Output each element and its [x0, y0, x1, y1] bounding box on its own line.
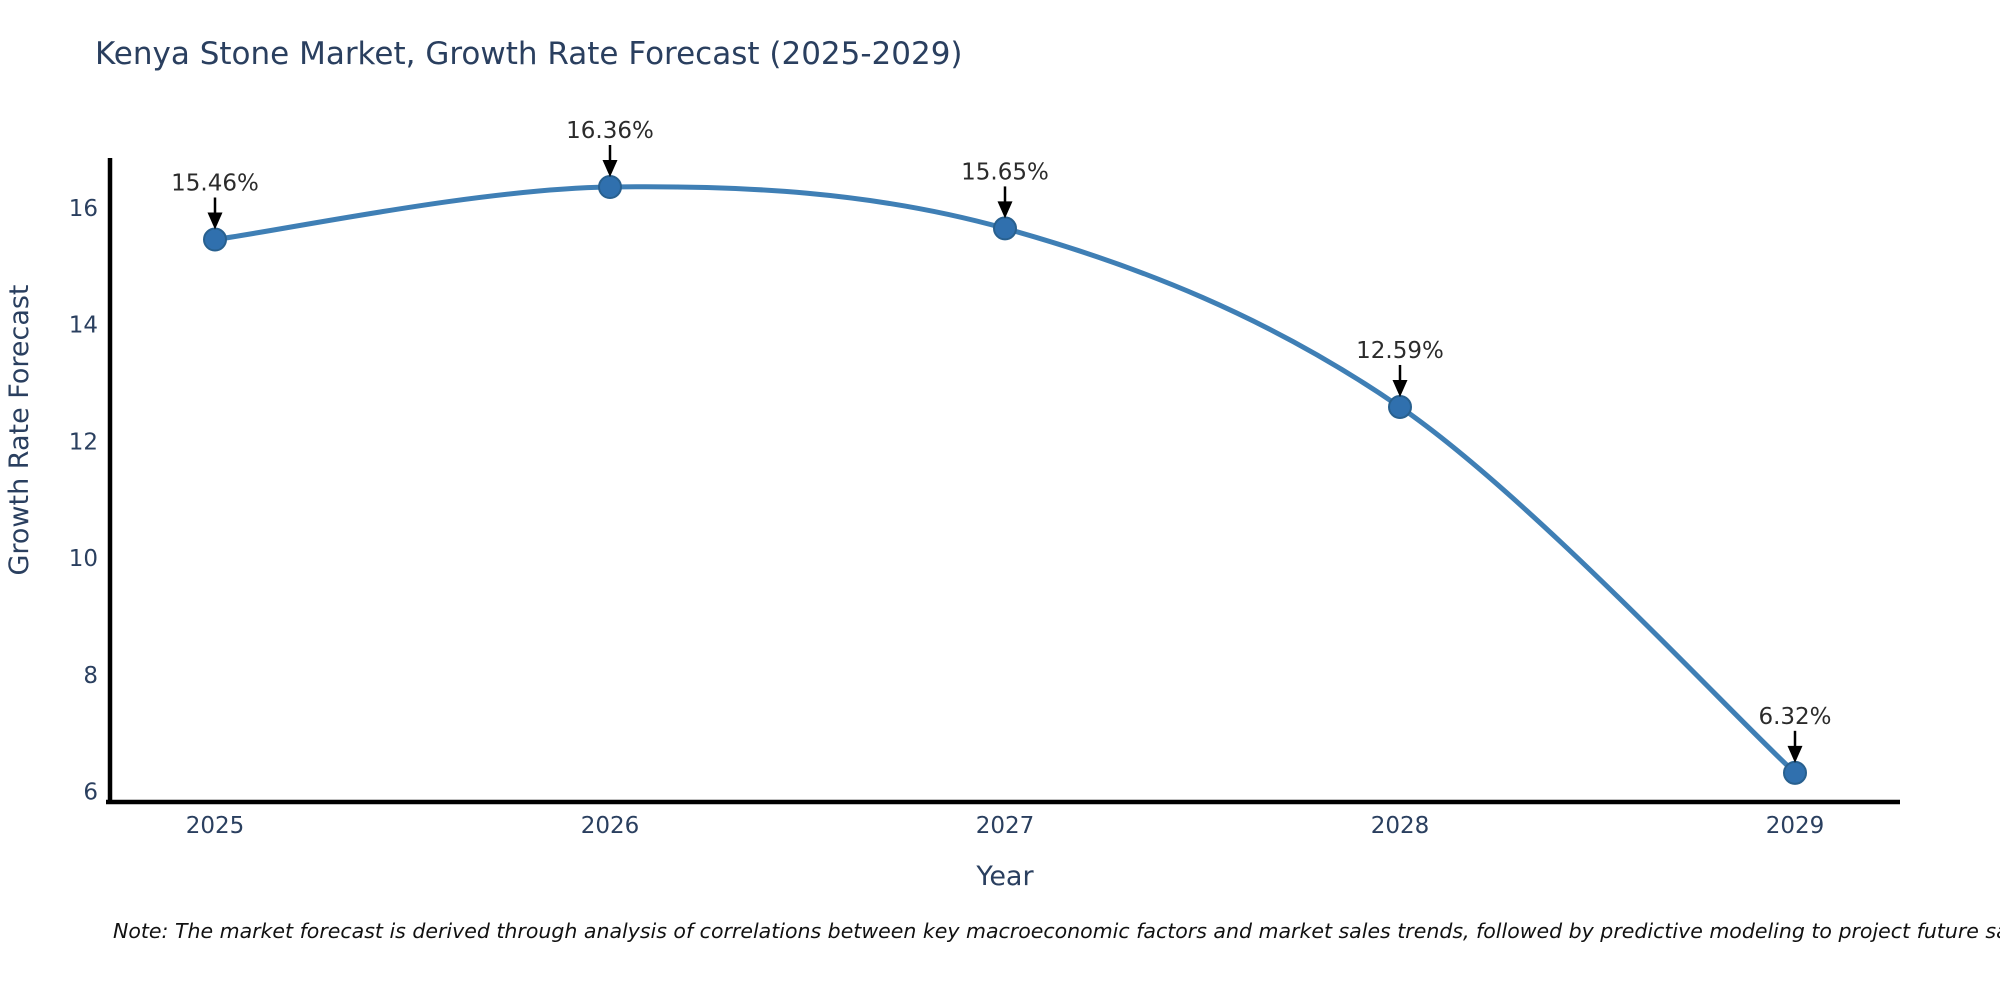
- data-point-markers: [203, 174, 1807, 785]
- x-tick-label: 2029: [1766, 813, 1825, 839]
- x-tick-labels: 2025 2026 2027 2028 2029: [186, 813, 1825, 839]
- annotation-arrowhead-icon: [1787, 745, 1803, 763]
- x-tick-label: 2026: [581, 813, 640, 839]
- data-point-marker: [993, 216, 1017, 241]
- point-annotation-label: 16.36%: [566, 118, 654, 144]
- y-axis-title: Growth Rate Forecast: [4, 284, 35, 575]
- annotation-arrowhead-icon: [207, 212, 223, 230]
- y-tick-label: 6: [83, 780, 98, 806]
- point-annotation-label: 12.59%: [1356, 338, 1444, 364]
- y-tick-label: 12: [69, 429, 98, 455]
- annotation-arrowhead-icon: [1392, 379, 1408, 397]
- point-annotation-label: 15.65%: [961, 159, 1049, 185]
- data-point-marker: [1388, 394, 1412, 419]
- x-tick-label: 2027: [976, 813, 1035, 839]
- data-point-marker: [598, 174, 622, 199]
- annotation-arrowhead-icon: [997, 201, 1013, 219]
- x-axis-title: Year: [975, 861, 1034, 892]
- point-annotation-label: 15.46%: [171, 171, 259, 197]
- y-tick-labels: 16 14 12 10 8 6: [69, 196, 98, 806]
- y-tick-label: 16: [69, 196, 98, 222]
- point-annotation-label: 6.32%: [1758, 704, 1831, 730]
- y-tick-label: 14: [69, 313, 98, 339]
- x-tick-label: 2025: [186, 813, 245, 839]
- footnote: Note: The market forecast is derived thr…: [113, 919, 2000, 943]
- x-tick-label: 2028: [1371, 813, 1430, 839]
- forecast-line: [212, 184, 1798, 776]
- data-point-marker: [1783, 760, 1807, 785]
- annotation-arrowhead-icon: [602, 159, 618, 177]
- data-point-marker: [203, 227, 227, 252]
- y-tick-label: 8: [83, 663, 98, 689]
- chart-title: Kenya Stone Market, Growth Rate Forecast…: [95, 36, 963, 72]
- y-tick-label: 10: [69, 546, 98, 572]
- point-annotations: 15.46% 16.36% 15.65% 12.59% 6.32%: [171, 118, 1832, 763]
